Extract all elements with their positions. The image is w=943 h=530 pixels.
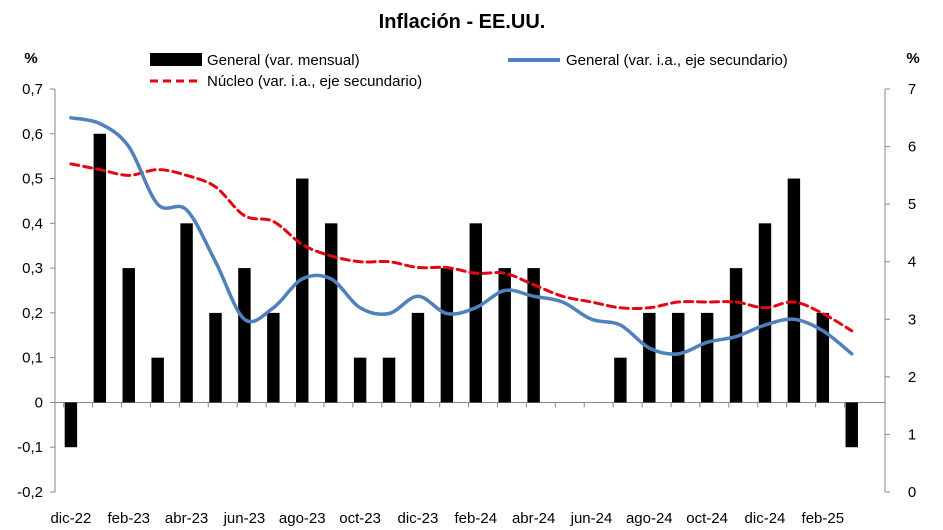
x-tick-label: ago-24 — [626, 510, 673, 527]
x-tick-label: feb-24 — [455, 510, 498, 527]
x-tick-label: jun-23 — [223, 510, 266, 527]
y-right-tick-label: 7 — [908, 81, 916, 98]
bar — [440, 268, 454, 403]
y-left-tick-label: 0,6 — [22, 126, 43, 143]
y-left-tick-label: 0,4 — [22, 215, 43, 232]
bar — [787, 178, 801, 403]
series-line-general-ia — [69, 116, 854, 356]
bar — [209, 312, 222, 403]
bar — [614, 357, 627, 403]
y-left-tick-label: 0,3 — [22, 260, 43, 277]
bar — [353, 357, 367, 403]
x-tick-label: dic-23 — [398, 510, 439, 527]
legend-bar-swatch — [150, 53, 202, 66]
y-left-tick-label: 0,5 — [22, 171, 43, 188]
x-tick-label: jun-24 — [570, 510, 613, 527]
legend-label-general-ia: General (var. i.a., eje secundario) — [566, 52, 788, 69]
y-right-tick-label: 6 — [908, 139, 916, 156]
bar — [238, 268, 251, 403]
x-tick-label: feb-25 — [802, 510, 845, 527]
y-left-tick-label: 0,7 — [22, 81, 43, 98]
bar — [469, 223, 483, 403]
bar — [64, 402, 78, 448]
left-axis-unit: % — [24, 50, 37, 67]
bar — [527, 268, 540, 403]
bar — [845, 402, 858, 448]
bar — [498, 268, 511, 403]
bar — [180, 223, 193, 403]
y-right-tick-label: 2 — [908, 369, 916, 386]
legend-label-nucleo-ia: Núcleo (var. i.a., eje secundario) — [207, 73, 422, 90]
y-left-tick-label: 0 — [35, 394, 43, 411]
x-tick-label: oct-24 — [686, 510, 728, 527]
y-right-tick-label: 5 — [908, 196, 916, 213]
x-tick-label: abr-23 — [165, 510, 208, 527]
bar — [267, 312, 280, 403]
bar — [122, 268, 135, 403]
bar — [382, 357, 396, 403]
y-left-tick-label: 0,1 — [22, 350, 43, 367]
bar — [411, 312, 425, 403]
chart-title: Inflación - EE.UU. — [379, 11, 546, 33]
x-tick-label: abr-24 — [512, 510, 555, 527]
x-tick-label: dic-24 — [745, 510, 786, 527]
y-right-tick-label: 0 — [908, 484, 916, 501]
bar — [151, 357, 164, 403]
bar — [672, 312, 685, 403]
y-left-tick-label: 0,2 — [22, 305, 43, 322]
bar — [758, 223, 772, 403]
bar — [816, 312, 830, 403]
y-left-tick-label: -0,1 — [17, 439, 43, 456]
y-right-tick-label: 4 — [908, 254, 916, 271]
x-tick-label: dic-22 — [50, 510, 91, 527]
bar — [93, 133, 107, 403]
y-left-tick-label: -0,2 — [17, 484, 43, 501]
x-tick-label: ago-23 — [279, 510, 326, 527]
right-axis-unit: % — [906, 50, 919, 67]
bar — [296, 178, 309, 403]
bar — [324, 223, 338, 403]
series-line-nucleo — [69, 162, 854, 333]
bar — [643, 312, 656, 403]
x-tick-label: feb-23 — [107, 510, 150, 527]
y-right-tick-label: 1 — [908, 426, 916, 443]
bar — [700, 312, 714, 403]
x-tick-label: oct-23 — [339, 510, 381, 527]
y-right-tick-label: 3 — [908, 311, 916, 328]
legend-label-general-mensual: General (var. mensual) — [207, 52, 360, 69]
